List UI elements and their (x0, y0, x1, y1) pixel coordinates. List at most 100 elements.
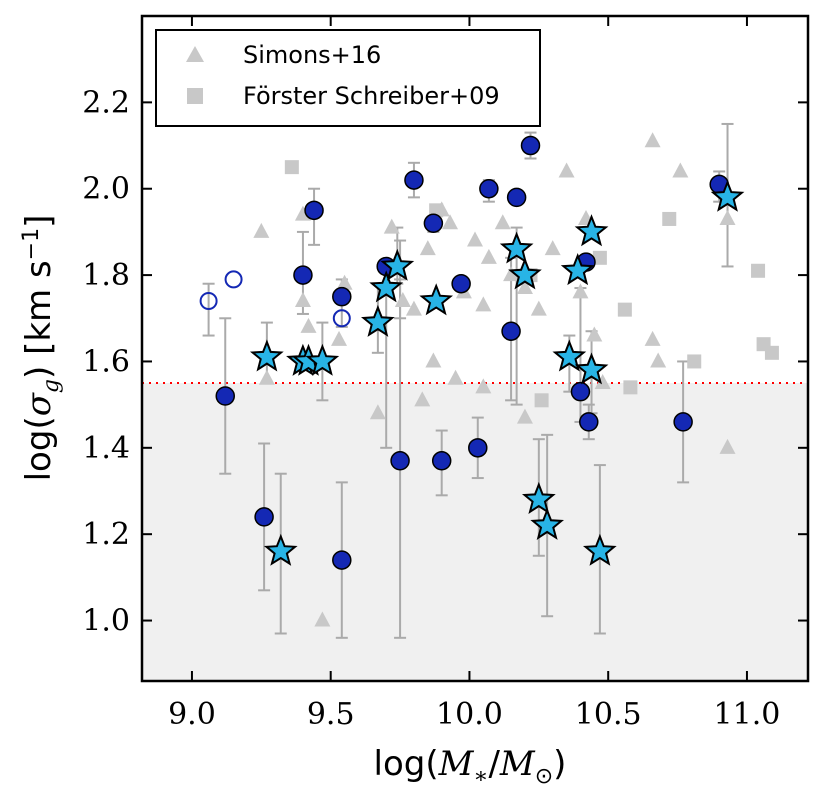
triangle-point (530, 300, 547, 316)
open-circle-point (332, 309, 351, 328)
star-point (419, 283, 453, 316)
circle-point (215, 386, 235, 406)
y-tick-label: 1.0 (82, 604, 130, 639)
triangle-point (475, 296, 492, 312)
triangle-point (394, 292, 411, 307)
circle-point (673, 412, 693, 432)
triangle-point (419, 240, 436, 256)
y-tick-label: 1.4 (82, 431, 130, 466)
circle-point (254, 507, 274, 527)
star-point (582, 533, 617, 566)
square-point (617, 302, 632, 317)
circle-point (570, 381, 591, 402)
star-point (508, 257, 542, 290)
square-point (687, 354, 702, 369)
x-tick-label: 11.0 (714, 697, 781, 732)
plot-frame (140, 14, 810, 683)
x-tick-label: 10.0 (436, 697, 503, 732)
triangle-point (516, 408, 533, 424)
triangle-point (294, 292, 311, 307)
star-point (263, 533, 298, 566)
circle-point (332, 286, 352, 307)
x-tick-label: 9.5 (307, 697, 355, 732)
triangle-point (331, 330, 348, 346)
y-tick-label: 2.0 (82, 172, 130, 207)
circle-point (390, 451, 410, 471)
star-point (499, 231, 534, 264)
legend: Simons+16 Förster Schreiber+09 (155, 29, 541, 127)
square-point (623, 380, 638, 395)
circle-point (579, 412, 599, 432)
circle-point (520, 135, 541, 156)
star-point (574, 214, 609, 247)
triangle-point (719, 438, 736, 454)
star-point (305, 343, 340, 376)
legend-label-simons: Simons+16 (243, 41, 381, 69)
triangle-point (572, 283, 589, 299)
star-point (249, 339, 284, 372)
triangle-point (503, 266, 520, 282)
triangle-point (467, 231, 483, 247)
star-point (574, 352, 609, 385)
triangle-point (644, 330, 661, 346)
square-point (534, 393, 549, 408)
star-point (380, 248, 415, 281)
circle-point (451, 273, 471, 294)
circle-point (332, 550, 352, 570)
triangle-point (558, 162, 575, 178)
square-point (592, 250, 607, 265)
open-circle-point (224, 270, 243, 289)
square-point (662, 211, 677, 226)
triangle-point (475, 378, 492, 394)
triangle-point (594, 374, 611, 390)
circle-point (404, 170, 424, 190)
triangle-point (425, 352, 442, 368)
x-tick-label: 9.0 (168, 697, 216, 732)
triangle-point (258, 369, 275, 385)
y-tick-label: 2.2 (82, 85, 130, 120)
shaded-low-dispersion-region (142, 383, 808, 681)
x-tick-label: 10.5 (575, 697, 642, 732)
triangle-point (300, 317, 317, 333)
legend-triangle-marker (186, 46, 204, 62)
triangle-point (369, 404, 386, 420)
triangle-point (719, 209, 736, 225)
circle-point (506, 187, 527, 208)
y-tick-label: 1.6 (82, 344, 130, 379)
triangle-point (650, 352, 667, 368)
triangle-point (516, 279, 533, 295)
triangle-point (480, 248, 497, 264)
triangle-point (336, 274, 353, 290)
circle-point (304, 200, 324, 221)
triangle-point (383, 218, 400, 234)
triangle-point (544, 240, 561, 256)
y-tick-label: 1.8 (82, 258, 130, 293)
legend-box (155, 29, 541, 127)
circle-point (479, 178, 499, 199)
square-point (284, 160, 299, 175)
circle-point (501, 321, 521, 341)
star-point (521, 481, 556, 515)
square-point (751, 263, 766, 278)
triangle-point (253, 222, 270, 238)
circle-point (431, 451, 452, 471)
star-point (530, 507, 564, 540)
star-point (369, 270, 404, 303)
triangle-point (442, 214, 459, 230)
triangle-point (672, 162, 689, 178)
circle-point (468, 438, 488, 458)
x-axis-label: log(M∗/M⊙) (374, 744, 567, 789)
circle-point (423, 213, 444, 234)
triangle-point (586, 326, 603, 342)
triangle-point (414, 391, 431, 407)
legend-label-forster: Förster Schreiber+09 (243, 82, 500, 110)
legend-square-marker (187, 88, 203, 104)
y-tick-label: 1.2 (82, 517, 130, 552)
triangle-point (405, 300, 422, 316)
star-point (560, 253, 595, 286)
open-circle-point (199, 292, 218, 310)
triangle-point (314, 611, 331, 627)
triangle-point (644, 132, 661, 148)
y-axis-label: log(σg) [km s−1] (19, 215, 64, 482)
